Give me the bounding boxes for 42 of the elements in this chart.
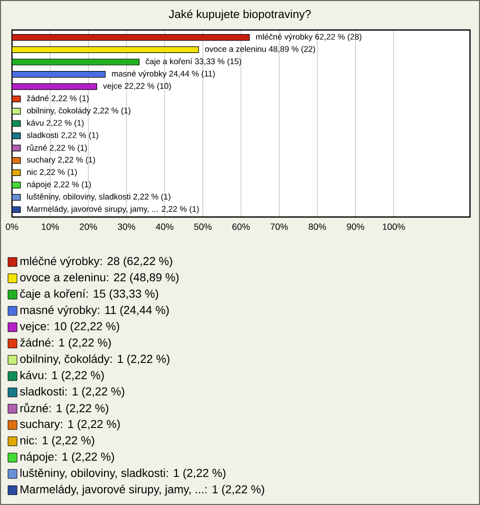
data-label: mléčné výrobky 62,22 % (28) [256, 34, 362, 42]
text: masné výrobky: 11 (24,44 %) [20, 305, 169, 316]
data-label: suchary 2,22 % (1) [26, 156, 95, 164]
x-tick-label: 100% [382, 224, 405, 230]
x-tick-label: 30% [118, 224, 136, 230]
data-label: nápoje 2,22 % (1) [27, 181, 91, 189]
text: sladkosti: 1 (2,22 %) [20, 387, 124, 398]
x-tick-label: 10% [42, 224, 59, 230]
text: čaje a koření: 15 (33,33 %) [20, 289, 158, 300]
data-label: ovoce a zeleninu 48,89 % (22) [205, 46, 316, 54]
x-tick-label: 90% [346, 224, 364, 230]
text: obilniny, čokolády: 1 (2,22 %) [20, 354, 170, 366]
data-label: vejce 22,22 % (10) [103, 82, 171, 90]
data-label: nic 2,22 % (1) [27, 168, 77, 177]
x-tick-label: 70% [270, 224, 288, 230]
data-label: žádné 2,22 % (1) [27, 95, 89, 103]
x-tick-label: 80% [308, 224, 326, 230]
text: vejce: 10 (22,22 %) [20, 322, 120, 333]
x-tick-label: 50% [194, 224, 212, 230]
x-tick-label: 0% [6, 224, 18, 230]
text: ovoce a zeleninu: 22 (48,89 %) [20, 272, 179, 284]
x-tick-label: 40% [156, 224, 174, 230]
text: Marmelády, javorové sirupy, jamy, ...: 1 (2,22 %) [20, 484, 264, 496]
text: různé: 1 (2,22 %) [20, 402, 108, 415]
text: luštěniny, obiloviny, sladkosti: 1 (2,22 %) [20, 468, 226, 480]
text: mléčné výrobky: 28 (62,22 %) [20, 256, 172, 268]
data-label: kávu 2,22 % (1) [27, 120, 84, 128]
text: nápoje: 1 (2,22 %) [20, 452, 114, 464]
data-label: různé 2,22 % (1) [27, 144, 87, 152]
chart-title: Jaké kupujete biopotraviny? [168, 10, 311, 20]
text: kávu: 1 (2,22 %) [20, 370, 104, 382]
data-label: čaje a koření 33,33 % (15) [146, 58, 242, 66]
data-label: masné výrobky 24,44 % (11) [112, 70, 215, 78]
text: žádné: 1 (2,22 %) [20, 338, 111, 349]
text: nic: 1 (2,22 %) [20, 436, 94, 447]
data-label: luštěniny, obiloviny, sladkosti 2,22 % (1) [27, 193, 170, 202]
data-label: obilniny, čokolády 2,22 % (1) [27, 107, 130, 116]
x-tick-label: 60% [232, 224, 250, 230]
text: suchary: 1 (2,22 %) [20, 420, 120, 430]
x-tick-label: 20% [80, 224, 98, 230]
data-label: sladkosti 2,22 % (1) [26, 132, 98, 140]
data-label: Marmelády, javorové sirupy, jamy, ... 2,22 % (1) [27, 206, 199, 214]
